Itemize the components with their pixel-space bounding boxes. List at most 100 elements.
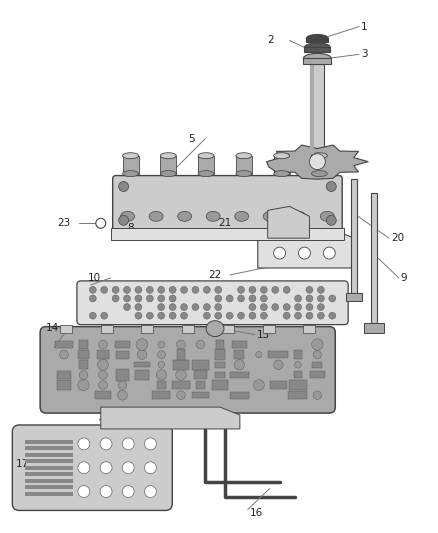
- Bar: [78, 350, 89, 359]
- Circle shape: [237, 312, 244, 319]
- Bar: [346, 293, 362, 301]
- Circle shape: [145, 462, 156, 474]
- Bar: [311, 64, 314, 154]
- Circle shape: [249, 286, 256, 293]
- Bar: [177, 349, 185, 360]
- Ellipse shape: [274, 153, 290, 159]
- Text: 22: 22: [209, 270, 222, 280]
- Circle shape: [156, 370, 166, 380]
- Polygon shape: [266, 145, 368, 179]
- Ellipse shape: [311, 153, 327, 159]
- Bar: [116, 369, 129, 381]
- Circle shape: [89, 286, 96, 293]
- Circle shape: [124, 304, 131, 311]
- Bar: [191, 360, 209, 370]
- Circle shape: [158, 304, 165, 311]
- Polygon shape: [101, 407, 240, 429]
- Bar: [101, 325, 113, 333]
- Circle shape: [318, 312, 325, 319]
- Bar: [172, 381, 190, 389]
- Circle shape: [192, 286, 199, 293]
- Ellipse shape: [307, 35, 328, 43]
- Circle shape: [176, 369, 186, 380]
- Circle shape: [158, 341, 165, 348]
- Circle shape: [312, 339, 323, 350]
- Circle shape: [137, 350, 147, 359]
- Circle shape: [180, 286, 187, 293]
- Bar: [116, 351, 129, 359]
- Circle shape: [112, 286, 119, 293]
- Bar: [25, 479, 73, 482]
- Bar: [25, 466, 73, 470]
- Bar: [216, 340, 224, 349]
- Circle shape: [119, 215, 129, 225]
- Bar: [25, 491, 73, 496]
- Bar: [304, 47, 330, 52]
- Bar: [310, 372, 325, 378]
- Circle shape: [98, 359, 109, 370]
- Bar: [351, 179, 357, 293]
- Circle shape: [326, 182, 336, 191]
- Circle shape: [158, 295, 165, 302]
- Circle shape: [260, 295, 267, 302]
- Circle shape: [169, 312, 176, 319]
- Circle shape: [177, 340, 185, 349]
- Bar: [311, 64, 324, 154]
- Circle shape: [117, 390, 127, 400]
- Circle shape: [318, 304, 325, 311]
- Circle shape: [169, 304, 176, 311]
- Bar: [307, 38, 328, 43]
- Circle shape: [135, 286, 142, 293]
- Circle shape: [260, 312, 267, 319]
- Text: 1: 1: [361, 21, 368, 31]
- Circle shape: [122, 462, 134, 474]
- Bar: [215, 361, 225, 368]
- Bar: [215, 372, 225, 378]
- Circle shape: [158, 312, 165, 319]
- Circle shape: [135, 295, 142, 302]
- Bar: [25, 453, 73, 457]
- Bar: [55, 341, 73, 348]
- Bar: [25, 446, 73, 450]
- Text: 10: 10: [88, 273, 101, 283]
- Circle shape: [329, 295, 336, 302]
- Circle shape: [78, 486, 90, 497]
- Circle shape: [318, 286, 325, 293]
- FancyBboxPatch shape: [77, 281, 348, 325]
- Bar: [364, 322, 384, 333]
- Circle shape: [100, 486, 112, 497]
- Circle shape: [249, 312, 256, 319]
- Circle shape: [249, 295, 256, 302]
- Circle shape: [158, 286, 165, 293]
- Circle shape: [119, 182, 129, 191]
- Circle shape: [203, 312, 210, 319]
- Circle shape: [122, 486, 134, 497]
- Bar: [79, 360, 88, 369]
- Circle shape: [89, 295, 96, 302]
- Circle shape: [254, 379, 264, 391]
- Circle shape: [323, 247, 335, 259]
- Bar: [311, 156, 327, 174]
- Bar: [160, 156, 176, 174]
- Bar: [141, 325, 153, 333]
- Circle shape: [283, 286, 290, 293]
- Bar: [263, 325, 275, 333]
- Ellipse shape: [198, 171, 214, 176]
- Bar: [97, 350, 109, 359]
- Bar: [223, 325, 234, 333]
- Bar: [135, 370, 149, 380]
- Bar: [173, 359, 189, 370]
- Text: 14: 14: [46, 322, 59, 333]
- Circle shape: [169, 295, 176, 302]
- Ellipse shape: [178, 212, 191, 221]
- Bar: [232, 342, 247, 348]
- Circle shape: [215, 295, 222, 302]
- Circle shape: [260, 286, 267, 293]
- Ellipse shape: [320, 212, 334, 221]
- Bar: [182, 325, 194, 333]
- Bar: [196, 381, 205, 389]
- Bar: [25, 440, 73, 444]
- Ellipse shape: [236, 171, 252, 176]
- Polygon shape: [258, 230, 354, 268]
- Bar: [123, 156, 138, 174]
